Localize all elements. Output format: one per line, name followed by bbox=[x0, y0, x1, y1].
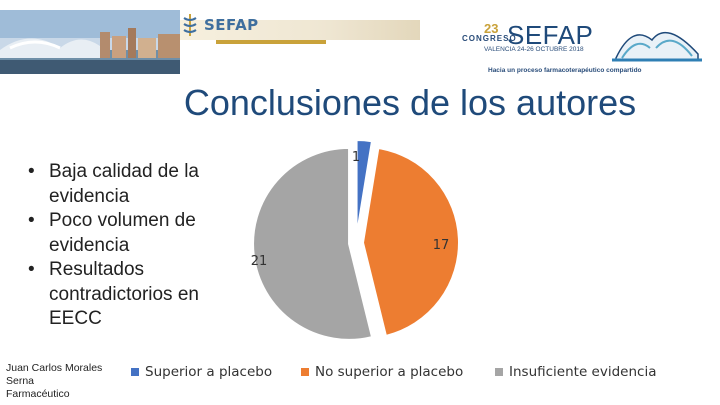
congreso-tagline: Hacia un proceso farmacoterapéutico comp… bbox=[488, 67, 642, 74]
data-label-no-superior-a-placebo: 17 bbox=[433, 238, 450, 253]
legend-label: Insuficiente evidencia bbox=[509, 364, 657, 380]
sefap-logo: SEFAP bbox=[180, 12, 350, 44]
author-credit: Juan Carlos Morales Serna Farmacéutico bbox=[6, 362, 126, 401]
author-line: Serna bbox=[6, 375, 35, 387]
congreso-logo: 23 CONGRESO SEFAP VALENCIA 24-26 OCTUBRE… bbox=[440, 18, 710, 78]
conclusion-item: Poco volumen de evidencia bbox=[22, 209, 242, 258]
congreso-name: SEFAP bbox=[507, 20, 594, 50]
logo-underline bbox=[216, 40, 326, 44]
pie-slice-superior-a-placebo bbox=[355, 139, 374, 237]
slide-title: Conclusiones de los autores bbox=[183, 82, 637, 123]
legend-item-insuficiente-evidencia: Insuficiente evidencia bbox=[495, 364, 656, 380]
legend-swatch bbox=[301, 368, 309, 376]
city-skyline-image bbox=[0, 10, 180, 74]
legend-item-no-superior-a-placebo: No superior a placebo bbox=[301, 364, 463, 380]
legend-swatch bbox=[495, 368, 503, 376]
data-label-insuficiente-evidencia: 21 bbox=[251, 254, 268, 269]
congreso-number: 23 bbox=[484, 21, 499, 36]
pie-slice-no-superior-a-placebo bbox=[361, 146, 460, 338]
arts-sciences-building-icon bbox=[612, 31, 702, 62]
legend-label: Superior a placebo bbox=[145, 364, 273, 380]
legend-label: No superior a placebo bbox=[315, 364, 464, 380]
congreso-dates: VALENCIA 24-26 OCTUBRE 2018 bbox=[484, 46, 584, 53]
legend-swatch bbox=[131, 368, 139, 376]
author-line: Juan Carlos Morales bbox=[6, 362, 103, 374]
slide-header: SEFAP 23 CONGRESO SEFAP VALENCIA 24-26 O… bbox=[0, 0, 720, 78]
data-label-superior-a-placebo: 1 bbox=[352, 150, 360, 165]
sefap-logo-text: SEFAP bbox=[204, 16, 259, 34]
author-line: Farmacéutico bbox=[6, 388, 70, 400]
header-banner-strip bbox=[180, 20, 420, 40]
legend-item-superior-a-placebo: Superior a placebo bbox=[131, 364, 272, 380]
caduceus-icon bbox=[183, 14, 197, 36]
congreso-label: CONGRESO bbox=[462, 34, 517, 43]
conclusion-item: Baja calidad de la evidencia bbox=[22, 160, 242, 209]
conclusions-list: Baja calidad de la evidencia Poco volume… bbox=[22, 160, 242, 332]
pie-slice-insuficiente-evidencia bbox=[252, 146, 374, 341]
conclusion-item: Resultados contradictorios en EECC bbox=[22, 258, 242, 332]
